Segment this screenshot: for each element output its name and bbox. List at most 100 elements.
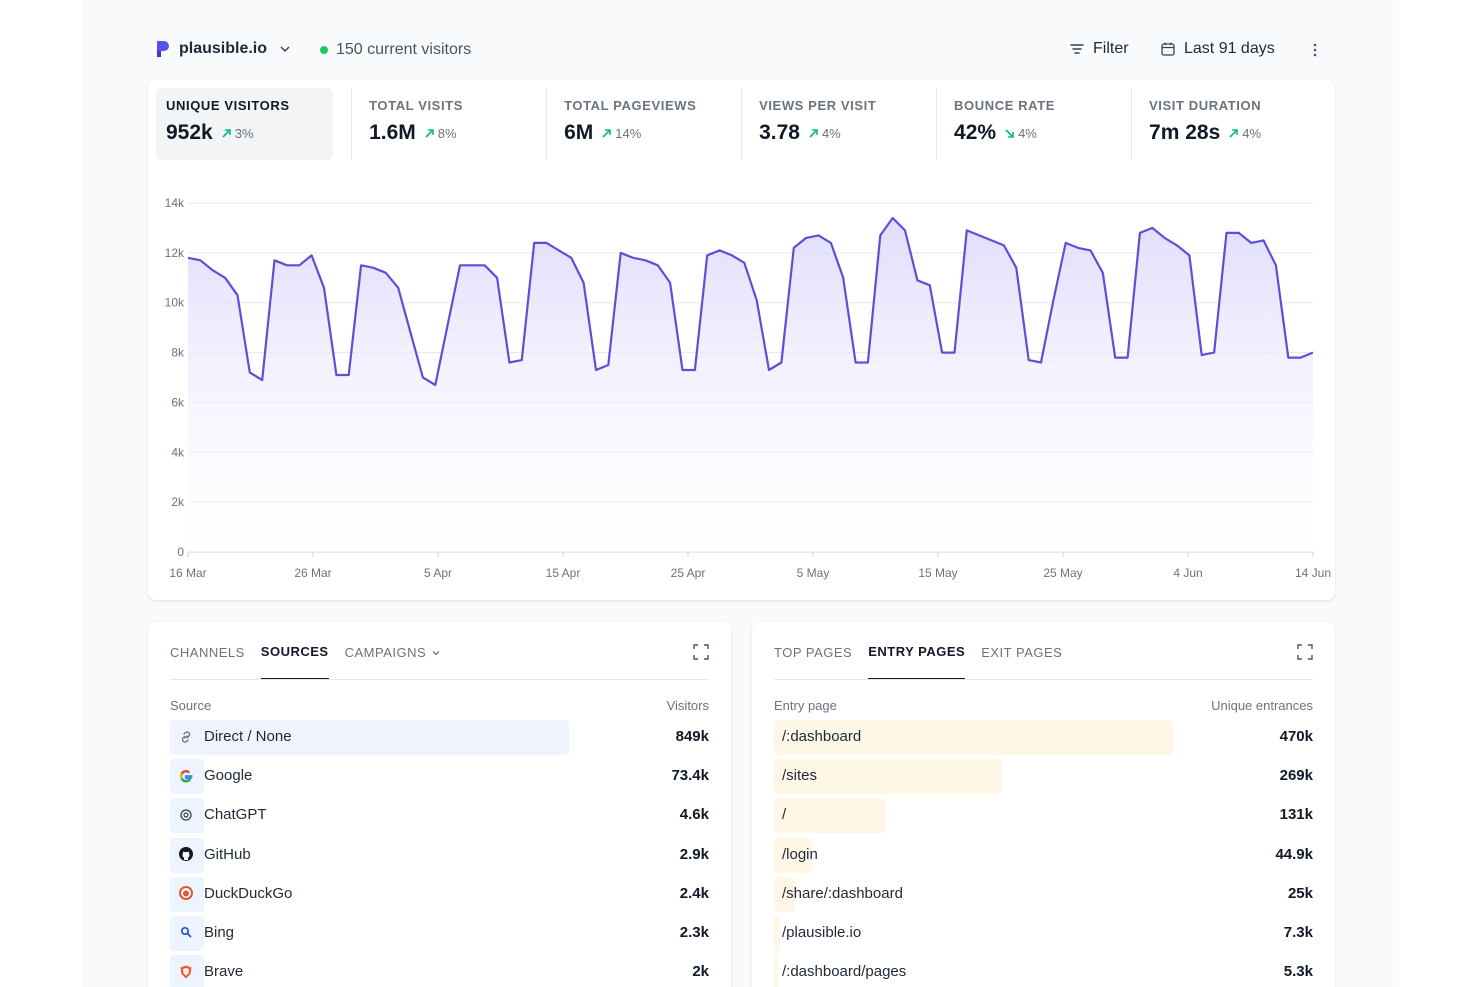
data-point	[731, 254, 733, 256]
stat-views-per-visit[interactable]: VIEWS PER VISIT 3.78 4%	[741, 88, 936, 160]
list-item[interactable]: /share/:dashboard 25k	[774, 876, 1313, 912]
stat-change-value: 4%	[1018, 126, 1037, 141]
list-item-value: 2.9k	[679, 845, 709, 863]
stat-divider	[936, 88, 938, 160]
tab-top-pages[interactable]: TOP PAGES	[774, 644, 852, 680]
list-item-text: Google	[204, 767, 253, 785]
arrow-up-right-icon	[602, 129, 612, 138]
stat-total-pageviews[interactable]: TOTAL PAGEVIEWS 6M 14%	[546, 88, 741, 160]
y-tick-label: 14k	[165, 196, 185, 210]
tab-label: CAMPAIGNS	[344, 645, 427, 660]
data-point	[978, 234, 980, 236]
tab-label: EXIT PAGES	[981, 645, 1063, 660]
list-item-text: ChatGPT	[204, 806, 267, 824]
data-point	[632, 257, 634, 259]
list-item[interactable]: Direct / None 849k	[170, 720, 709, 755]
filter-button[interactable]: Filter	[1069, 40, 1129, 58]
y-tick-label: 2k	[171, 495, 185, 509]
list-item[interactable]: /plausible.io 7.3k	[774, 915, 1313, 951]
y-tick-label: 4k	[171, 445, 185, 459]
list-item-value: 849k	[675, 728, 709, 745]
stat-divider	[741, 88, 743, 160]
list-item-label: DuckDuckGo	[178, 885, 292, 902]
google-icon	[179, 769, 193, 783]
visitors-area	[188, 218, 1313, 552]
list-item[interactable]: /login 44.9k	[774, 837, 1313, 873]
data-point	[966, 229, 968, 231]
arrow-up-right-icon	[1229, 129, 1239, 138]
plausible-logo-icon	[157, 41, 169, 57]
site-switcher[interactable]: plausible.io	[155, 40, 291, 58]
expand-icon[interactable]	[693, 644, 709, 660]
tab-channels[interactable]: CHANNELS	[170, 644, 245, 680]
list-item[interactable]: /:dashboard 470k	[774, 720, 1313, 755]
stat-value-row: 3.78 4%	[759, 121, 926, 145]
data-point	[1151, 227, 1153, 229]
date-range-picker[interactable]: Last 91 days	[1160, 40, 1275, 58]
link-icon	[181, 730, 191, 743]
list-item[interactable]: ChatGPT 4.6k	[170, 798, 709, 834]
stat-divider	[1131, 88, 1133, 160]
visitors-chart-svg[interactable]: 0 2k 4k 6k 8k 10k 12k 14k 16 Mar 26 Mar 5 Apr 15 Ap…	[148, 188, 1335, 588]
data-point	[1052, 299, 1054, 301]
entry-page-column-header: Entry page	[774, 698, 837, 713]
data-point	[372, 267, 374, 269]
stat-change: 4%	[1004, 126, 1037, 141]
y-tick-label: 10k	[165, 296, 185, 310]
data-point	[941, 352, 943, 354]
data-point	[719, 249, 721, 251]
stat-value: 7m 28s	[1149, 121, 1221, 144]
list-item-label: /login	[782, 846, 818, 863]
stat-visit-duration[interactable]: VISIT DURATION 7m 28s 4%	[1131, 88, 1326, 160]
stat-value: 1.6M	[369, 121, 416, 144]
stat-change: 3%	[221, 126, 254, 141]
tab-entry-pages[interactable]: ENTRY PAGES	[868, 644, 966, 680]
stat-value-row: 952k 3%	[166, 121, 323, 145]
current-visitors[interactable]: 150 current visitors	[320, 41, 471, 59]
tab-campaigns[interactable]: CAMPAIGNS	[345, 644, 443, 680]
data-point	[1065, 242, 1067, 244]
tab-sources[interactable]: SOURCES	[260, 644, 329, 680]
data-point	[570, 257, 572, 259]
list-item-label: /	[782, 806, 786, 823]
data-point	[410, 332, 412, 334]
data-point	[879, 234, 881, 236]
value-bar	[774, 798, 886, 834]
data-point	[546, 242, 548, 244]
data-point	[1188, 254, 1190, 256]
sources-list: Direct / None 849k Google 73.4k ChatGPT 4.6k G…	[170, 720, 709, 987]
data-point	[805, 237, 807, 239]
stat-change-value: 4%	[821, 126, 841, 141]
data-point	[521, 359, 523, 361]
list-item[interactable]: /:dashboard/pages 5.3k	[774, 955, 1313, 987]
list-item[interactable]: Brave 2k	[170, 955, 709, 987]
list-item-value: 73.4k	[671, 767, 709, 785]
tab-exit-pages[interactable]: EXIT PAGES	[981, 644, 1062, 680]
data-point	[237, 294, 239, 296]
list-item[interactable]: Bing 2.3k	[170, 915, 709, 951]
list-item-label: /sites	[782, 767, 817, 784]
data-point	[657, 264, 659, 266]
stat-total-visits[interactable]: TOTAL VISITS 1.6M 8%	[351, 88, 546, 160]
data-point	[323, 287, 325, 289]
list-item[interactable]: /sites 269k	[774, 759, 1313, 795]
list-item-text: Direct / None	[204, 728, 292, 745]
more-options-icon[interactable]	[1307, 40, 1323, 60]
list-item[interactable]: Google 73.4k	[170, 759, 709, 795]
list-item[interactable]: / 131k	[774, 798, 1313, 834]
list-item[interactable]: GitHub 2.9k	[170, 837, 709, 873]
data-point	[360, 264, 362, 266]
data-point	[1201, 354, 1203, 356]
y-tick-label: 8k	[171, 346, 185, 360]
sources-tabs: CHANNELS SOURCES CAMPAIGNS	[170, 644, 442, 680]
list-item[interactable]: DuckDuckGo 2.4k	[170, 876, 709, 912]
arrow-up-right-icon	[425, 129, 434, 138]
data-point	[1275, 264, 1277, 266]
list-item-text: /:dashboard/pages	[782, 963, 907, 981]
stat-unique-visitors[interactable]: UNIQUE VISITORS 952k 3%	[156, 88, 334, 160]
list-item-value: 44.9k	[1275, 845, 1313, 863]
stat-bounce-rate[interactable]: BOUNCE RATE 42% 4%	[936, 88, 1131, 160]
expand-icon[interactable]	[1297, 644, 1313, 660]
stat-value-row: 1.6M 8%	[369, 121, 536, 145]
x-tick-label: 16 Mar	[169, 566, 206, 580]
